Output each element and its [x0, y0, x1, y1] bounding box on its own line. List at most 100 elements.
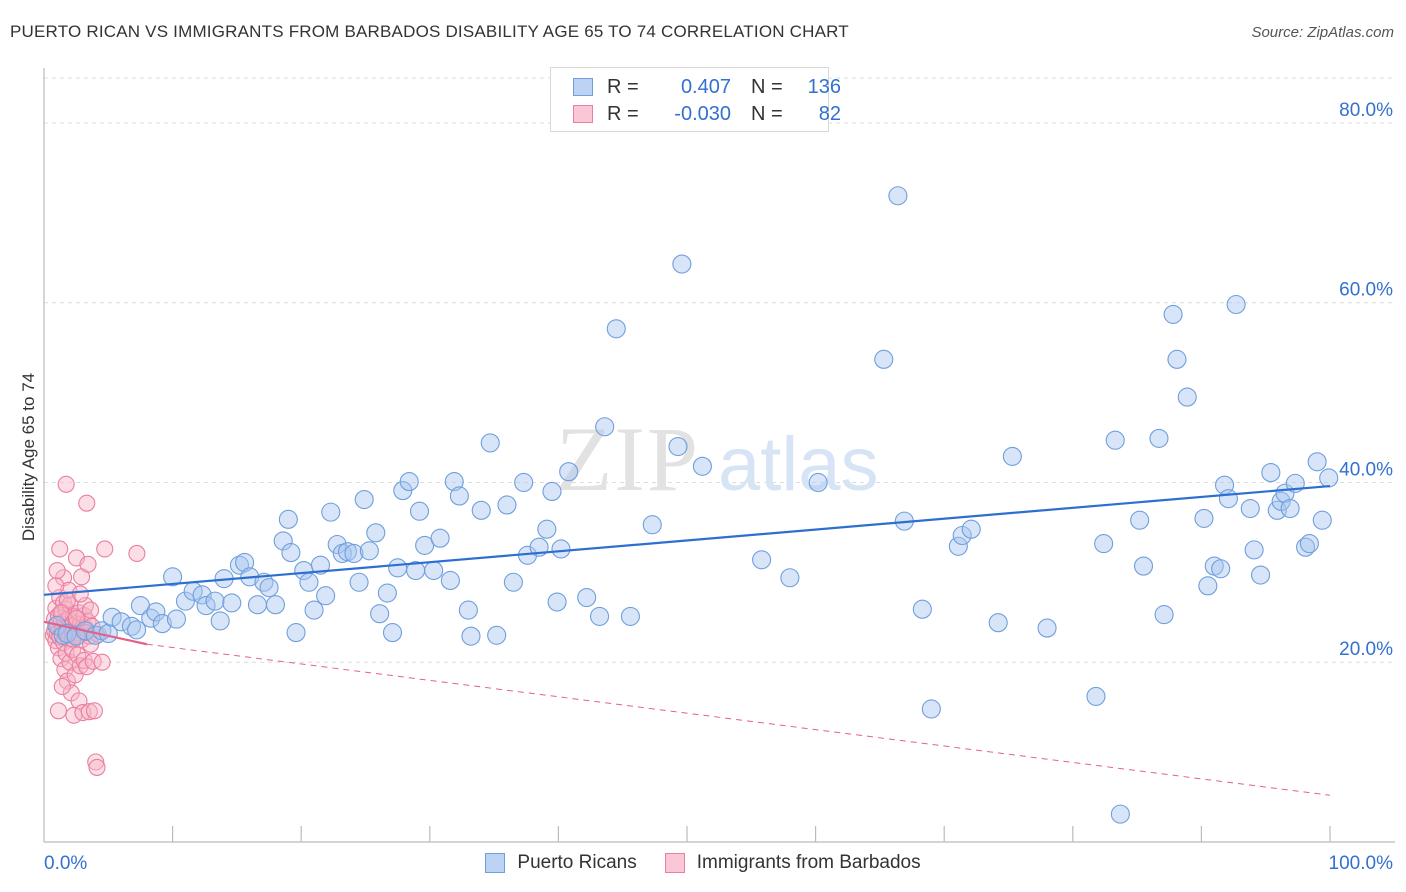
- puerto-rican-point: [1198, 576, 1218, 596]
- puerto-rican-point: [146, 602, 166, 622]
- y-tick-label: 20.0%: [1339, 639, 1393, 660]
- puerto-rican-point: [888, 186, 908, 206]
- puerto-rican-point: [921, 699, 941, 719]
- puerto-rican-point: [286, 623, 306, 643]
- puerto-rican-point: [672, 254, 692, 274]
- y-tick-label: 60.0%: [1339, 280, 1393, 301]
- puerto-rican-point: [354, 489, 374, 510]
- puerto-rican-point: [606, 319, 626, 339]
- series-legend: Puerto Ricans Immigrants from Barbados: [0, 852, 1406, 874]
- puerto-rican-point: [424, 561, 444, 581]
- watermark-atlas: atlas: [718, 422, 879, 507]
- barbados-point: [85, 702, 103, 720]
- puerto-rican-point: [440, 570, 460, 590]
- barbados-point: [47, 577, 65, 595]
- puerto-rican-point: [1149, 428, 1169, 448]
- puerto-rican-point: [595, 417, 615, 437]
- legend-row-barbados: R = -0.030 N = 82: [573, 101, 841, 127]
- puerto-rican-point: [66, 626, 86, 646]
- puerto-rican-point: [127, 620, 147, 640]
- x-tick-label: 0.0%: [44, 853, 87, 874]
- barbados-point: [53, 677, 71, 696]
- tick-labels: 20.0% 40.0% 60.0% 80.0% 0.0% 100.0%: [44, 100, 1393, 874]
- puerto-rican-point: [808, 472, 828, 493]
- puerto-rican-point: [409, 501, 430, 521]
- puerto-rican-point: [1319, 468, 1339, 488]
- puerto-rican-point: [1251, 565, 1271, 585]
- puerto-rican-point: [1167, 349, 1187, 369]
- puerto-rican-point: [948, 536, 968, 556]
- puerto-rican-point: [547, 592, 567, 612]
- barbados-point: [79, 555, 97, 573]
- puerto-rican-point: [349, 572, 369, 592]
- barbados-point: [49, 702, 67, 720]
- barbados-point: [128, 544, 146, 563]
- legend-n-label: N =: [751, 102, 783, 125]
- puerto-rican-point: [1130, 510, 1150, 530]
- barbados-point: [87, 753, 105, 771]
- puerto-rican-point: [196, 596, 216, 616]
- source-label: Source: ZipAtlas.com: [1251, 24, 1394, 41]
- puerto-rican-point: [299, 572, 319, 592]
- barbados-point: [96, 540, 114, 558]
- barbados-point: [57, 475, 75, 493]
- legend-swatch-pink: [573, 105, 593, 123]
- puerto-rican-point: [316, 586, 336, 606]
- y-axis-label: Disability Age 65 to 74: [19, 373, 38, 541]
- puerto-rican-point: [752, 550, 772, 570]
- puerto-rican-point: [1244, 540, 1264, 560]
- barbados-point: [82, 601, 100, 619]
- puerto-rican-point: [503, 572, 523, 592]
- puerto-rican-point: [210, 611, 230, 631]
- puerto-rican-point: [281, 543, 301, 563]
- puerto-rican-point: [102, 607, 122, 627]
- watermark-zip: ZIP: [556, 408, 700, 510]
- puerto-rican-point: [988, 613, 1008, 633]
- puerto-rican-point: [247, 595, 268, 615]
- puerto-rican-point: [1037, 618, 1057, 638]
- puerto-rican-point: [1163, 304, 1183, 324]
- puerto-rican-point: [1177, 387, 1197, 407]
- puerto-rican-point: [370, 604, 390, 624]
- puerto-rican-point: [310, 555, 331, 575]
- puerto-rican-point: [487, 625, 507, 645]
- puerto-rican-point: [430, 528, 450, 548]
- puerto-rican-point: [121, 616, 141, 636]
- puerto-rican-point: [551, 539, 571, 559]
- puerto-rican-point: [668, 436, 688, 457]
- puerto-rican-point: [111, 612, 131, 632]
- puerto-rican-point: [542, 481, 562, 502]
- legend-n-value: 136: [807, 75, 841, 98]
- puerto-rican-point: [1133, 556, 1154, 576]
- puerto-rican-point: [152, 614, 172, 634]
- puerto-rican-point: [461, 626, 481, 646]
- puerto-rican-point: [388, 558, 408, 578]
- y-tick-label: 40.0%: [1339, 459, 1393, 480]
- puerto-rican-point: [222, 593, 242, 613]
- series-label: Immigrants from Barbados: [696, 852, 921, 873]
- puerto-rican-point: [444, 472, 464, 492]
- puerto-rican-point: [337, 542, 358, 562]
- puerto-rican-point: [1280, 498, 1300, 519]
- puerto-rican-point: [1240, 498, 1260, 519]
- puerto-rican-point: [471, 500, 491, 520]
- puerto-rican-point: [1226, 294, 1246, 315]
- y-tick-label: 80.0%: [1339, 100, 1393, 121]
- puerto-rican-point: [1110, 804, 1130, 824]
- legend-r-value: -0.030: [674, 102, 731, 125]
- series-swatch-blue: [485, 853, 506, 873]
- puerto-rican-point: [1211, 559, 1231, 579]
- puerto-rican-point: [514, 472, 534, 493]
- puerto-rican-point: [1154, 605, 1174, 625]
- series-legend-item-barbados: Immigrants from Barbados: [664, 852, 921, 874]
- puerto-rican-point: [278, 509, 298, 529]
- legend-row-puerto-ricans: R = 0.407 N = 136: [573, 74, 841, 100]
- barbados-point: [67, 609, 85, 627]
- puerto-rican-point: [254, 572, 274, 592]
- puerto-rican-point: [1307, 452, 1327, 472]
- puerto-rican-point: [458, 600, 478, 620]
- puerto-rican-point: [559, 462, 579, 482]
- trend-lines: [43, 484, 1331, 796]
- barbados-point: [66, 666, 84, 684]
- puerto-rican-point: [265, 595, 286, 615]
